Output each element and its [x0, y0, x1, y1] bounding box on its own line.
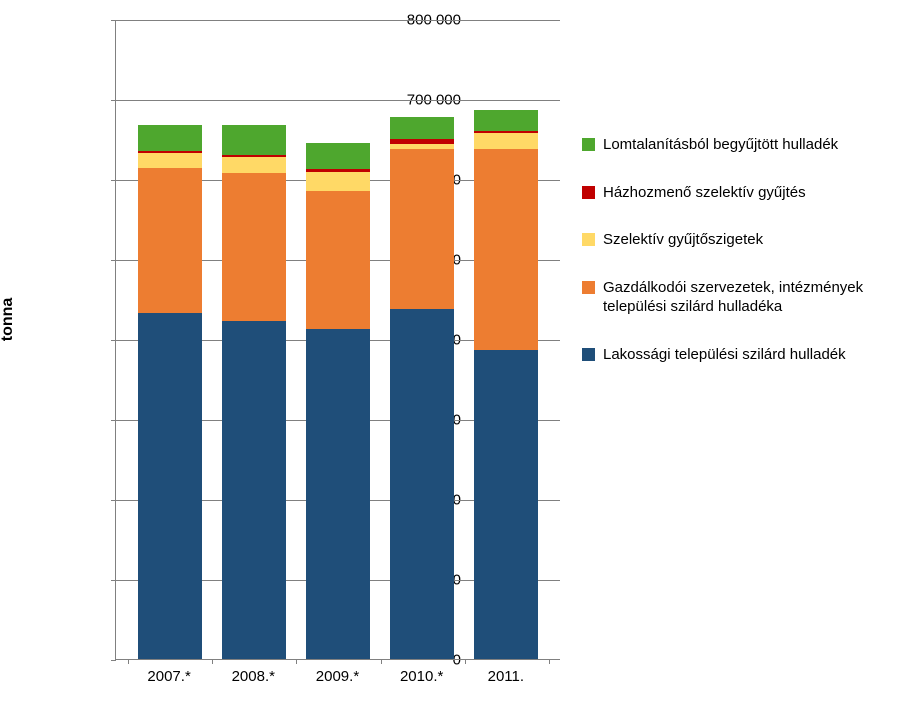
y-tick-mark — [111, 260, 116, 261]
bar-segment-gazdalkodoi — [390, 149, 454, 309]
legend-swatch — [582, 233, 595, 246]
x-tick-mark — [128, 659, 129, 664]
x-tick-mark — [381, 659, 382, 664]
bar-segment-gazdalkodoi — [222, 173, 286, 320]
bar-segment-lomtalanitas — [222, 125, 286, 155]
y-tick-mark — [111, 180, 116, 181]
bar-group — [306, 143, 370, 659]
x-tick-mark — [549, 659, 550, 664]
x-axis-label: 2010.* — [390, 668, 454, 685]
legend-label: Házhozmenő szelektív gyűjtés — [603, 183, 806, 203]
bar-segment-lakossagi — [390, 309, 454, 659]
legend-swatch — [582, 138, 595, 151]
bar-segment-gazdalkodoi — [138, 168, 202, 314]
y-tick-mark — [111, 500, 116, 501]
legend-item: Lakossági települési szilárd hulladék — [582, 345, 902, 365]
legend-item: Lomtalanításból begyűjtött hulladék — [582, 135, 902, 155]
legend-label: Lakossági települési szilárd hulladék — [603, 345, 846, 365]
bar-segment-lakossagi — [222, 321, 286, 659]
legend-item: Gazdálkodói szervezetek, intézmények tel… — [582, 278, 902, 317]
x-tick-mark — [212, 659, 213, 664]
bar-segment-szelektiv_sziget — [222, 157, 286, 173]
x-axis-label: 2007.* — [137, 668, 201, 685]
bar-segment-lakossagi — [138, 313, 202, 659]
x-axis-label: 2008.* — [221, 668, 285, 685]
legend-label: Lomtalanításból begyűjtött hulladék — [603, 135, 838, 155]
legend-swatch — [582, 348, 595, 361]
legend-swatch — [582, 186, 595, 199]
bar-segment-gazdalkodoi — [306, 191, 370, 329]
x-axis-labels: 2007.* 2008.* 2009.* 2010.* 2011. — [115, 668, 560, 685]
bar-segment-szelektiv_sziget — [306, 172, 370, 191]
bar-group — [138, 125, 202, 659]
y-tick-mark — [111, 660, 116, 661]
plot-area — [115, 20, 560, 660]
bars-wrap — [116, 20, 560, 659]
y-tick-mark — [111, 20, 116, 21]
legend-item: Házhozmenő szelektív gyűjtés — [582, 183, 902, 203]
bar-segment-gazdalkodoi — [474, 149, 538, 351]
legend-label: Szelektív gyűjtőszigetek — [603, 230, 763, 250]
y-tick-mark — [111, 580, 116, 581]
legend-swatch — [582, 281, 595, 294]
x-axis-label: 2011. — [474, 668, 538, 685]
chart-container: tonna 0100 000200 000300 000400 000500 0… — [0, 0, 916, 708]
bar-segment-lakossagi — [306, 329, 370, 659]
legend: Lomtalanításból begyűjtött hulladék Házho… — [582, 135, 902, 392]
x-axis-label: 2009.* — [305, 668, 369, 685]
x-tick-mark — [465, 659, 466, 664]
bar-group — [390, 117, 454, 659]
y-tick-mark — [111, 340, 116, 341]
bar-group — [222, 125, 286, 659]
bar-segment-lomtalanitas — [390, 117, 454, 139]
y-tick-mark — [111, 420, 116, 421]
x-tick-mark — [296, 659, 297, 664]
legend-item: Szelektív gyűjtőszigetek — [582, 230, 902, 250]
y-tick-mark — [111, 100, 116, 101]
bar-segment-szelektiv_sziget — [138, 153, 202, 167]
legend-label: Gazdálkodói szervezetek, intézmények tel… — [603, 278, 902, 317]
bar-segment-szelektiv_sziget — [474, 133, 538, 149]
bar-group — [474, 110, 538, 659]
bar-segment-lomtalanitas — [474, 110, 538, 131]
bar-segment-lomtalanitas — [138, 125, 202, 151]
bar-segment-lomtalanitas — [306, 143, 370, 169]
bar-segment-lakossagi — [474, 350, 538, 659]
y-axis-label: tonna — [0, 298, 17, 342]
